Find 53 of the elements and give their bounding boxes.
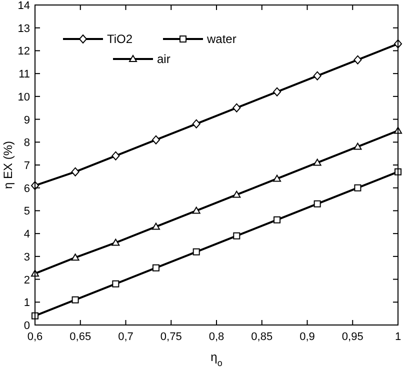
point: [232, 103, 241, 112]
x-tick-label: 0,75: [160, 331, 182, 343]
x-tick-label: 0,7: [118, 331, 134, 343]
legend-label: air: [157, 52, 170, 66]
y-tick-label: 14: [18, 0, 30, 12]
x-tick-label: 1: [394, 331, 402, 343]
point: [71, 167, 80, 176]
point: [72, 296, 79, 304]
y-tick-label: 2: [24, 274, 30, 286]
x-tick-label: 0,85: [251, 331, 273, 343]
x-tick-label: 0,95: [342, 331, 364, 343]
x-tick-label: 0,9: [300, 331, 315, 343]
x-axis-title: η$_{o}$: [210, 350, 222, 368]
point: [112, 238, 120, 246]
point: [71, 254, 80, 261]
point: [314, 200, 321, 208]
y-tick-label: 11: [18, 68, 30, 81]
y-tick-label: 8: [24, 137, 30, 150]
point: [232, 190, 241, 198]
y-tick-label: 1: [24, 297, 30, 310]
x-tick-label: 0,8: [208, 331, 224, 343]
y-tick-label: 13: [18, 22, 30, 35]
y-tick-label: 4: [24, 228, 30, 241]
point: [273, 87, 282, 96]
point: [192, 119, 200, 128]
point: [152, 222, 160, 230]
point: [112, 151, 120, 160]
point: [192, 248, 200, 256]
point: [354, 142, 362, 150]
point: [112, 280, 120, 288]
y-tick-label: 3: [24, 251, 30, 264]
point: [192, 206, 200, 214]
point: [273, 174, 282, 182]
y-tick-label: 5: [24, 206, 30, 218]
y-tick-label: 9: [24, 114, 30, 126]
point: [152, 264, 160, 272]
y-tick-label: 0: [24, 320, 30, 332]
point: [313, 71, 322, 80]
legend-label: water: [206, 32, 236, 46]
point: [274, 216, 281, 224]
y-tick-label: 10: [18, 91, 30, 104]
x-tick-label: 0,6: [27, 331, 43, 343]
point: [354, 55, 362, 64]
point: [354, 184, 362, 192]
point: [233, 232, 240, 240]
point: [152, 135, 160, 144]
point: [313, 158, 322, 166]
x-tick-label: 0,65: [70, 331, 92, 343]
legend-label: TiO2: [107, 32, 133, 46]
y-axis-title: η EX (%): [1, 140, 15, 190]
y-tick-label: 7: [24, 160, 30, 172]
y-tick-label: 12: [18, 46, 30, 58]
y-tick-label: 6: [24, 182, 30, 195]
